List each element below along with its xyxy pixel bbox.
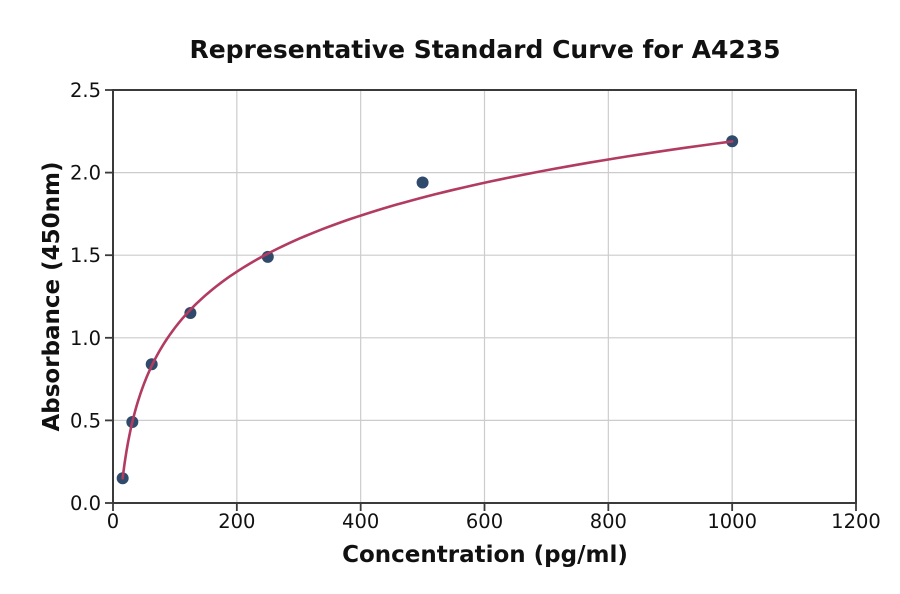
x-tick-label: 1000 [707,510,757,533]
y-tick-label: 0.0 [70,492,101,515]
x-tick-label: 800 [590,510,627,533]
y-tick-label: 2.0 [70,162,101,185]
x-tick-label: 200 [218,510,255,533]
data-point [184,307,197,320]
x-tick-label: 600 [466,510,503,533]
tick-layer: 0 200 400 600 800 1000 1200 0.0 0.5 1.0 1.5 2.0 2.5 [70,79,881,533]
y-tick-label: 2.5 [70,79,101,102]
spine-layer [112,89,857,504]
x-tick-label: 400 [342,510,379,533]
plot-border [112,89,857,504]
grid-layer [113,90,856,503]
x-tick-label: 1200 [831,510,881,533]
fit-curve-line [121,140,734,480]
chart-title: Representative Standard Curve for A4235 [189,35,780,64]
y-tick-label: 1.5 [70,244,101,267]
y-axis-label: Absorbance (450nm) [39,161,65,431]
x-axis-label: Concentration (pg/ml) [342,542,628,568]
y-tick-label: 1.0 [70,327,101,350]
data-point [416,176,429,189]
series-layer [116,135,739,485]
x-tick-label: 0 [107,510,119,533]
y-tick-label: 0.5 [70,409,101,432]
